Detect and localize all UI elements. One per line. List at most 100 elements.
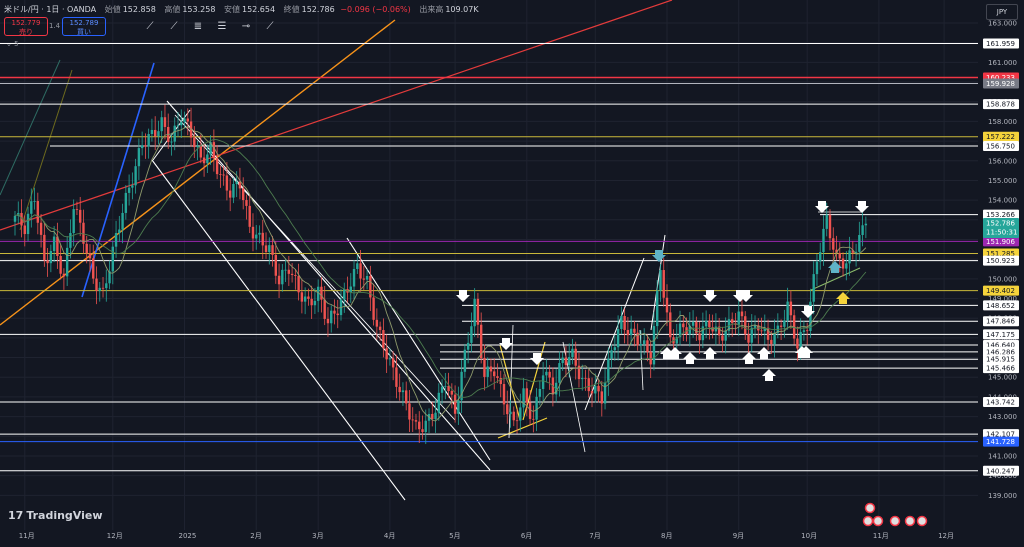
x-tick-label: 9月 (733, 532, 744, 540)
candle-body (92, 258, 95, 279)
candle-body (812, 274, 815, 302)
candle-body (196, 145, 199, 148)
high-label: 高値 (164, 5, 181, 14)
candle-body (398, 386, 401, 393)
level-price-tag (983, 236, 1019, 247)
candle-body (440, 386, 444, 393)
candle-body (613, 347, 617, 351)
candle-body (519, 407, 522, 421)
volume-label: 出来高 (419, 5, 444, 14)
down-arrow-icon (855, 201, 869, 213)
candle-body (242, 188, 245, 201)
candle-body (642, 340, 646, 345)
candle-body (183, 118, 186, 123)
candle-body (62, 273, 66, 277)
level-price-label: 143.742 (986, 398, 1015, 406)
economic-event-icon (862, 515, 874, 527)
candle-body (26, 213, 30, 235)
candle-body (206, 154, 209, 164)
candle-body (212, 142, 216, 159)
ray-icon[interactable]: ⟋ (170, 21, 178, 32)
level-price-label: 146.640 (986, 341, 1015, 349)
lot-size[interactable]: 1.4 (49, 22, 61, 30)
tradingview-logo: 17 TradingView (8, 509, 103, 522)
drawing-tools: ⟋ ⟋ ≣ ☰ ⊸ ⟋ (141, 18, 279, 36)
candle-body (140, 145, 144, 149)
candle-body (114, 233, 118, 247)
down-arrow-icon (456, 290, 470, 302)
x-tick-label: 10月 (801, 532, 817, 540)
up-arrow-icon (828, 261, 842, 273)
candle-body (659, 270, 662, 291)
candle-body (528, 402, 532, 419)
currency-selector[interactable]: JPY (986, 4, 1018, 20)
candle-body (326, 318, 330, 324)
candle-body (678, 323, 682, 338)
candle-body (134, 166, 137, 186)
candle-body (421, 429, 424, 433)
horizontal-ray-icon[interactable]: ⊸ (241, 21, 251, 32)
x-tick-label: 11月 (873, 532, 889, 540)
open-label: 始値 (104, 5, 121, 14)
candle-body (248, 205, 251, 227)
fib-icon[interactable]: ☰ (217, 21, 227, 32)
candle-body (558, 363, 561, 383)
x-tick-label: 12月 (107, 532, 123, 540)
level-price-label: 161.959 (986, 40, 1015, 48)
buy-button[interactable]: 152.789 買い (62, 17, 106, 36)
candle-body (111, 246, 114, 272)
level-price-tag (983, 363, 1019, 374)
level-price-tag (983, 99, 1019, 110)
candle-body (568, 357, 571, 366)
candle-body (131, 185, 134, 188)
candle-body (460, 371, 463, 401)
level-price-label: 140.247 (986, 467, 1015, 475)
candle-body (832, 238, 835, 250)
candle-body (274, 254, 277, 276)
candle-body (473, 298, 476, 327)
candle-body (23, 225, 26, 235)
candle-body (157, 131, 160, 137)
candle-body (225, 175, 229, 191)
candle-body (372, 297, 375, 320)
candle-body (626, 329, 630, 336)
candle-body (750, 327, 753, 343)
symbol-title[interactable]: 米ドル/円 · 1日 · OANDA (4, 5, 97, 14)
candle-body (854, 251, 858, 253)
level-price-tag (983, 209, 1019, 220)
sell-button[interactable]: 152.779 売り (4, 17, 48, 36)
candle-body (268, 245, 271, 253)
candle-body (330, 310, 333, 324)
y-tick-label: 161.000 (988, 59, 1017, 67)
candle-body (766, 327, 770, 340)
candle-body (848, 250, 851, 264)
candle-body (391, 358, 395, 368)
candle-body (457, 400, 460, 414)
candle-body (186, 118, 189, 122)
candle-body (414, 420, 418, 422)
extended-line-icon[interactable]: ⟋ (266, 21, 274, 32)
candle-body (760, 330, 763, 332)
candle-body (799, 331, 802, 349)
channel-line-lower (151, 159, 406, 501)
candle-body (607, 358, 610, 383)
candle-body (258, 232, 261, 235)
y-tick-label: 149.000 (988, 295, 1017, 303)
candle-body (805, 330, 809, 332)
candle-body (303, 296, 307, 302)
candle-body (36, 201, 40, 223)
indicator-toggle[interactable]: ⌄ 5 (6, 40, 19, 48)
candle-body (160, 117, 163, 132)
trend-line-icon[interactable]: ⟋ (146, 21, 154, 32)
candle-body (395, 367, 398, 387)
candle-body (30, 201, 33, 214)
parallel-channel-icon[interactable]: ≣ (193, 21, 203, 32)
price-axis (978, 0, 1024, 547)
candle-body (463, 349, 467, 372)
candle-body (88, 253, 92, 259)
candle-body (170, 141, 173, 143)
candle-body (222, 174, 225, 176)
level-price-tag (983, 38, 1019, 49)
x-tick-label: 8月 (661, 532, 672, 540)
